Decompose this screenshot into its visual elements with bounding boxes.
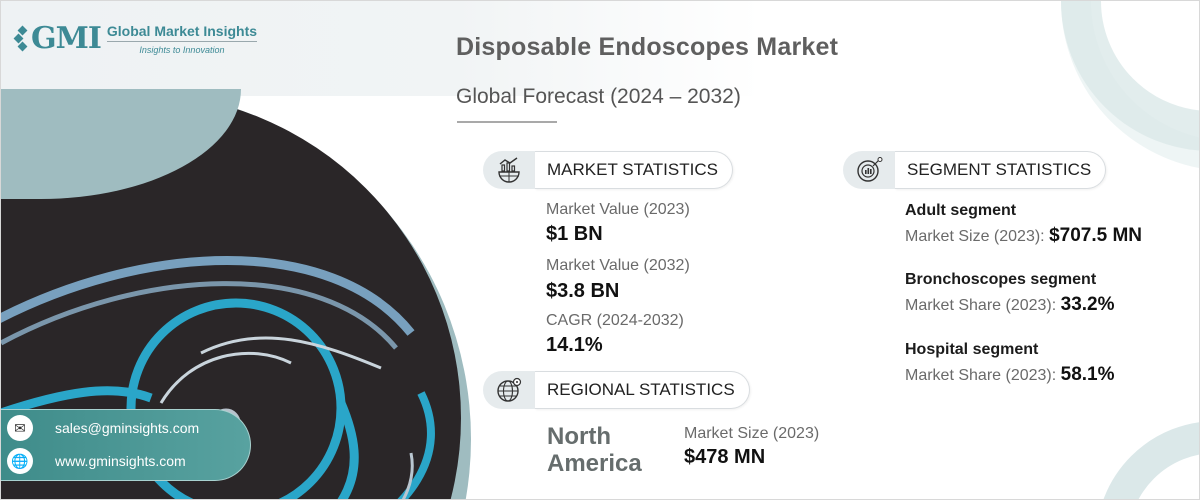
segment-label: Market Size (2023): [905, 228, 1045, 245]
gmi-logo: GMI Global Market Insights Insights to I… [13, 21, 258, 56]
segment-value: $707.5 MN [1049, 225, 1143, 246]
contact-panel: ✉ sales@gminsights.com 🌐 www.gminsights.… [1, 409, 251, 481]
stat-label: Market Size (2023) [684, 425, 820, 442]
stat-value: 14.1% [546, 334, 603, 356]
segment-statistics-header: SEGMENT STATISTICS [843, 151, 1107, 189]
website-link[interactable]: www.gminsights.com [55, 453, 186, 469]
section-heading: SEGMENT STATISTICS [895, 151, 1107, 189]
icon-wrap [843, 151, 895, 189]
logo-text: Global Market Insights Insights to Innov… [106, 23, 258, 55]
email-row[interactable]: ✉ sales@gminsights.com [7, 413, 250, 443]
logo-diamonds-icon [13, 25, 29, 53]
segment-title: Bronchoscopes segment [905, 271, 1097, 288]
website-row[interactable]: 🌐 www.gminsights.com [7, 446, 250, 476]
segment-title: Adult segment [905, 202, 1017, 219]
logo-mark: GMI [13, 21, 102, 56]
stat-value: $478 MN [684, 446, 766, 468]
stat-label: Market Value (2023) [546, 201, 690, 218]
segment-value: 33.2% [1060, 294, 1115, 315]
page-subtitle: Global Forecast (2024 – 2032) [456, 85, 741, 108]
header-band [1, 1, 761, 96]
icon-wrap [483, 151, 535, 189]
stat-value: $3.8 BN [546, 280, 620, 302]
endoscope-tubes-illustration [1, 256, 435, 499]
stat-value: $1 BN [546, 223, 603, 245]
segment-value: 58.1% [1060, 364, 1115, 385]
segment-title: Hospital segment [905, 341, 1039, 358]
segment-line: Market Share (2023): 58.1% [905, 364, 1115, 386]
section-heading: REGIONAL STATISTICS [535, 371, 750, 409]
logo-letters: GMI [31, 21, 102, 56]
segment-line: Market Size (2023): $707.5 MN [905, 225, 1142, 247]
stat-label: Market Value (2032) [546, 257, 690, 274]
region-name-text: North America [547, 423, 642, 477]
target-chart-icon [857, 157, 883, 182]
icon-wrap [483, 371, 535, 409]
brand-name: Global Market Insights [106, 23, 258, 42]
regional-statistics-header: REGIONAL STATISTICS [483, 371, 750, 409]
email-link[interactable]: sales@gminsights.com [55, 420, 200, 436]
envelope-icon: ✉ [7, 415, 33, 441]
globe-icon: 🌐 [7, 448, 33, 474]
brand-tagline: Insights to Innovation [139, 45, 225, 55]
decorative-arc [1096, 421, 1199, 499]
section-heading: MARKET STATISTICS [535, 151, 733, 189]
region-name: North America [547, 423, 657, 477]
stat-label: CAGR (2024-2032) [546, 312, 684, 329]
segment-label: Market Share (2023): [905, 297, 1057, 314]
chart-globe-icon [498, 157, 520, 183]
segment-label: Market Share (2023): [905, 367, 1057, 384]
market-statistics-header: MARKET STATISTICS [483, 151, 733, 189]
segment-line: Market Share (2023): 33.2% [905, 294, 1115, 316]
globe-pin-icon [497, 377, 522, 402]
title-divider [457, 121, 557, 123]
page-title: Disposable Endoscopes Market [456, 33, 839, 61]
